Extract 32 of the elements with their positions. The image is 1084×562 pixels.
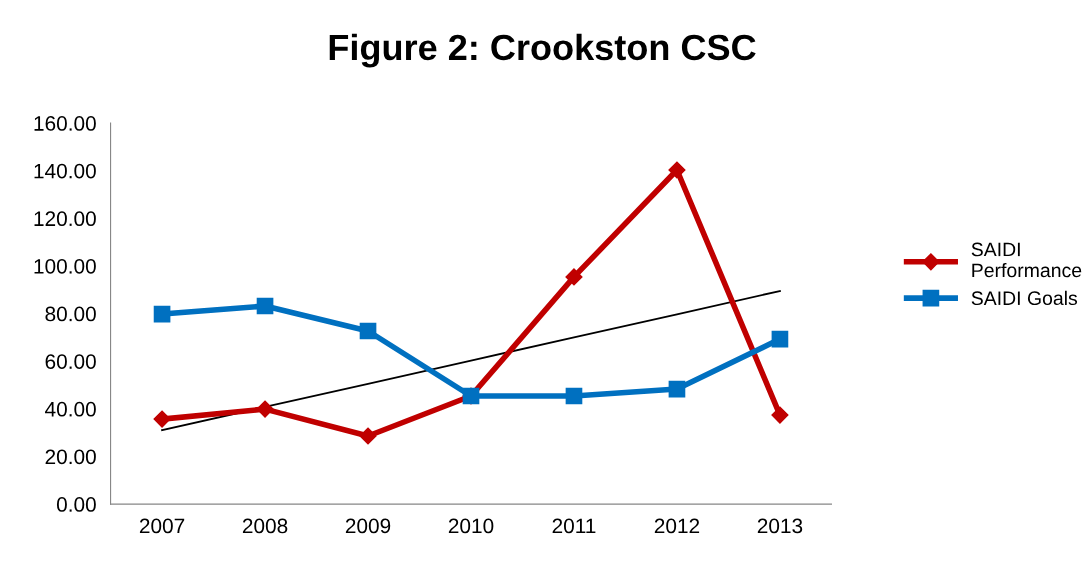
y-tick-label: 140.00 (34, 163, 96, 179)
legend-label: SAIDI Goals (971, 290, 1078, 306)
x-tick-label: 2010 (448, 518, 494, 534)
point (359, 322, 377, 340)
point (565, 268, 583, 286)
y-tick-label: 20.00 (45, 449, 96, 465)
point (256, 297, 274, 315)
x-tick-label: 2012 (654, 518, 700, 534)
y-tick-label: 40.00 (45, 401, 96, 417)
point (668, 161, 686, 179)
y-tick-label: 60.00 (45, 354, 96, 369)
point (771, 406, 789, 424)
point (153, 305, 171, 323)
line-series (161, 290, 781, 431)
x-tick-label: 2007 (139, 518, 185, 534)
y-tick-label: 80.00 (45, 306, 96, 322)
point (771, 330, 789, 348)
x-tick-label: 2013 (757, 518, 803, 534)
point (153, 410, 171, 428)
y-tick-label: 160.00 (34, 116, 96, 131)
x-tick-label: 2008 (242, 518, 288, 534)
point (359, 427, 377, 445)
legend-label: SAIDI Performance (971, 242, 1082, 278)
y-tick-label: 100.00 (34, 258, 96, 274)
chart-title: Figure 2: Crookston CSC (329, 33, 756, 68)
x-tick-label: 2009 (345, 518, 391, 534)
y-tick-label: 120.00 (34, 211, 96, 227)
point (565, 387, 583, 405)
point (668, 380, 686, 398)
y-tick-label: 0.00 (56, 497, 96, 512)
x-tick-label: 2011 (552, 518, 596, 534)
point (256, 400, 274, 418)
